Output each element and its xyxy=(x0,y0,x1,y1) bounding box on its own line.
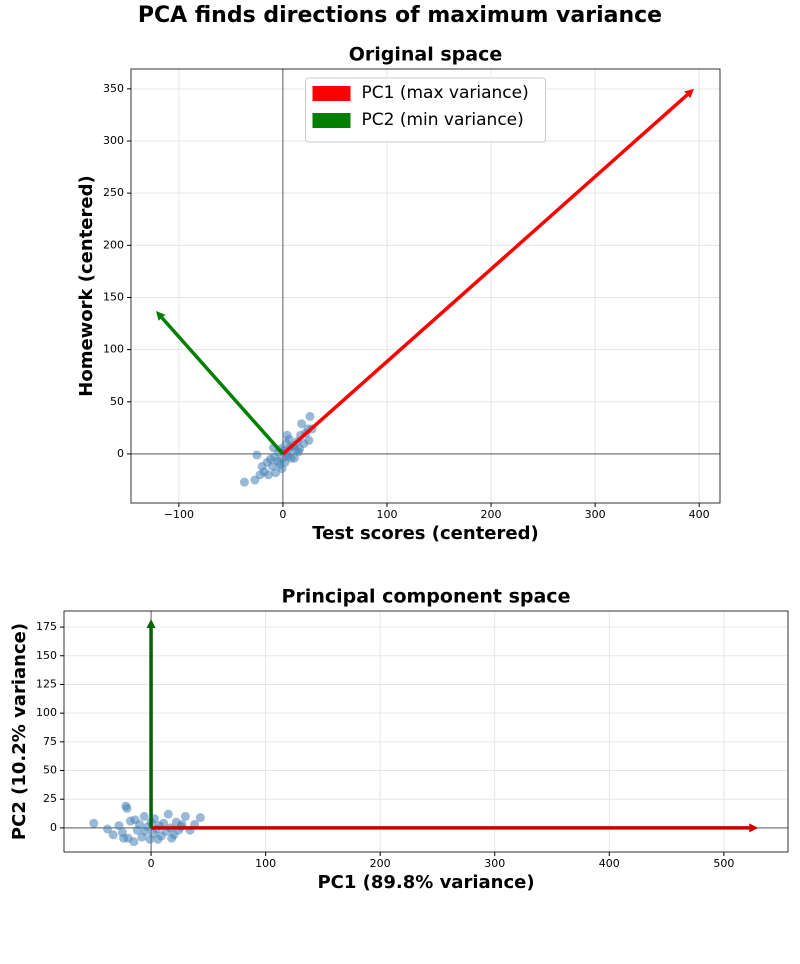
arrow-head xyxy=(684,88,694,99)
figure-title: PCA finds directions of maximum variance xyxy=(138,3,662,28)
legend-label: PC2 (min variance) xyxy=(362,110,524,130)
subplot-title: Principal component space xyxy=(282,586,571,608)
x-tick-label: 300 xyxy=(484,857,505,870)
point xyxy=(108,830,118,840)
subplot-title: Original space xyxy=(349,44,503,66)
point xyxy=(153,834,163,844)
x-tick-label: 200 xyxy=(481,508,502,521)
y-tick-label: 75 xyxy=(43,735,57,748)
x-tick-label: −100 xyxy=(164,508,194,521)
y-tick-label: 125 xyxy=(36,677,57,690)
point xyxy=(297,419,307,429)
point xyxy=(163,809,173,819)
y-axis-label: PC2 (10.2% variance) xyxy=(9,623,30,840)
y-tick-label: 150 xyxy=(36,649,57,662)
x-tick-label: 400 xyxy=(599,857,620,870)
plot: Principal component space 0 100 200 300 400 50… xyxy=(9,586,789,893)
point xyxy=(139,811,149,821)
point xyxy=(103,824,113,834)
axes-frame xyxy=(63,610,789,853)
x-tick-label: 400 xyxy=(689,508,710,521)
y-tick-label: 200 xyxy=(103,238,124,251)
point xyxy=(263,470,273,480)
point xyxy=(277,464,287,474)
x-tick-label: 200 xyxy=(370,857,391,870)
point xyxy=(289,453,299,463)
y-tick-label: 175 xyxy=(36,620,57,633)
point xyxy=(129,837,139,847)
y-tick-label: 50 xyxy=(110,395,124,408)
point xyxy=(282,430,292,440)
arrow-head xyxy=(146,619,156,629)
point xyxy=(89,818,99,828)
x-axis-label: Test scores (centered) xyxy=(312,523,538,544)
arrow-head xyxy=(155,311,166,321)
x-axis-label: PC1 (89.8% variance) xyxy=(317,872,534,893)
y-axis-label: Homework (centered) xyxy=(76,175,97,396)
x-tick-label: 0 xyxy=(279,508,286,521)
point xyxy=(239,477,249,487)
axes-frame xyxy=(130,68,721,504)
x-tick-label: 500 xyxy=(713,857,734,870)
point xyxy=(130,815,140,825)
point xyxy=(304,435,314,445)
y-tick-label: 25 xyxy=(43,792,57,805)
y-tick-label: 350 xyxy=(103,82,124,95)
point xyxy=(252,450,262,460)
y-tick-label: 300 xyxy=(103,134,124,147)
legend-label: PC1 (max variance) xyxy=(362,83,529,103)
arrow xyxy=(160,316,285,456)
legend-swatch xyxy=(312,113,351,128)
point xyxy=(159,818,169,828)
legend-box xyxy=(305,77,546,143)
y-tick-label: 50 xyxy=(43,764,57,777)
y-tick-label: 100 xyxy=(36,706,57,719)
point xyxy=(122,803,132,813)
x-tick-label: 0 xyxy=(148,857,155,870)
arrow xyxy=(281,93,689,456)
point xyxy=(119,833,129,843)
point xyxy=(305,411,315,421)
plot: Original space −100 0 100 200 300 400 0 50 100 150… xyxy=(76,44,721,544)
point xyxy=(180,811,190,821)
point xyxy=(195,813,205,823)
x-tick-label: 300 xyxy=(585,508,606,521)
point xyxy=(295,444,305,454)
x-tick-label: 100 xyxy=(376,508,397,521)
y-tick-label: 150 xyxy=(103,290,124,303)
y-tick-label: 250 xyxy=(103,186,124,199)
legend-swatch xyxy=(312,86,351,101)
y-tick-label: 0 xyxy=(50,821,57,834)
point xyxy=(167,833,177,843)
y-tick-label: 100 xyxy=(103,343,124,356)
x-tick-label: 100 xyxy=(255,857,276,870)
arrow-head xyxy=(749,823,759,833)
point xyxy=(114,821,124,831)
y-tick-label: 0 xyxy=(117,447,124,460)
